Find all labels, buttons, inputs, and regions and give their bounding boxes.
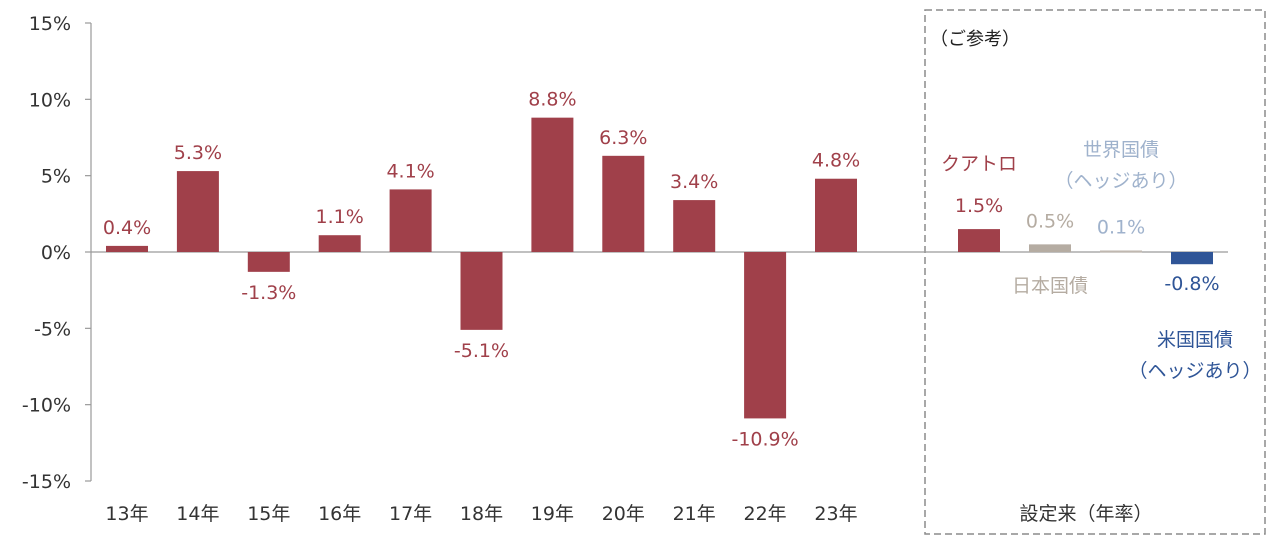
data-label: -1.3%: [241, 282, 296, 304]
y-tick-label: 0%: [41, 242, 71, 264]
data-label: 4.8%: [812, 150, 860, 172]
bar: [531, 117, 574, 252]
y-tick-label: -10%: [22, 395, 71, 417]
bar: [602, 155, 645, 252]
x-tick-label: 20年: [602, 503, 645, 525]
reference-bar: [958, 229, 1000, 252]
reference-name-label: （ヘッジあり）: [1128, 360, 1261, 382]
y-tick-label: 5%: [41, 166, 71, 188]
data-label: 0.4%: [103, 217, 151, 239]
reference-data-label: 1.5%: [955, 195, 1003, 217]
reference-bar: [1171, 252, 1213, 265]
data-label: 3.4%: [670, 171, 718, 193]
data-label: 5.3%: [174, 142, 222, 164]
bar: [673, 200, 716, 252]
x-tick-label: 18年: [460, 503, 503, 525]
x-tick-label: 23年: [814, 503, 857, 525]
reference-name-label: クアトロ: [941, 153, 1017, 175]
reference-data-label: 0.1%: [1097, 216, 1145, 238]
x-tick-label: 13年: [105, 503, 148, 525]
bar: [318, 235, 361, 252]
x-tick-label: 19年: [531, 503, 574, 525]
x-tick-label: 14年: [176, 503, 219, 525]
data-label: 4.1%: [386, 160, 434, 182]
x-tick-label: 22年: [744, 503, 787, 525]
x-tick-label: 17年: [389, 503, 432, 525]
bar: [460, 252, 503, 330]
reference-bar: [1100, 250, 1142, 253]
bar: [744, 252, 787, 419]
y-tick-label: -15%: [22, 471, 71, 493]
bar: [176, 171, 219, 252]
y-tick-label: -5%: [34, 318, 71, 340]
reference-name-label: 世界国債: [1083, 139, 1159, 161]
reference-name-label: （ヘッジあり）: [1054, 170, 1187, 192]
bar: [247, 252, 290, 272]
data-label: -5.1%: [454, 340, 509, 362]
x-tick-label: 21年: [673, 503, 716, 525]
data-label: 1.1%: [316, 206, 364, 228]
y-tick-label: 10%: [29, 89, 71, 111]
reference-name-label: 日本国債: [1012, 275, 1088, 297]
data-label: 8.8%: [528, 89, 576, 111]
y-tick-label: 15%: [29, 13, 71, 35]
reference-bar: [1029, 244, 1071, 252]
reference-data-label: 0.5%: [1026, 210, 1074, 232]
bar: [815, 178, 857, 252]
x-tick-label: 15年: [247, 503, 290, 525]
data-label: -10.9%: [731, 428, 798, 450]
reference-name-label: 米国国債: [1157, 329, 1233, 351]
bar: [389, 189, 432, 252]
reference-data-label: -0.8%: [1164, 273, 1219, 295]
data-label: 6.3%: [599, 127, 647, 149]
bar: [106, 245, 148, 252]
reference-xlabel: 設定来（年率）: [1019, 503, 1152, 525]
reference-box: [924, 9, 1266, 535]
x-tick-label: 16年: [318, 503, 361, 525]
reference-title: （ご参考）: [930, 29, 1020, 50]
